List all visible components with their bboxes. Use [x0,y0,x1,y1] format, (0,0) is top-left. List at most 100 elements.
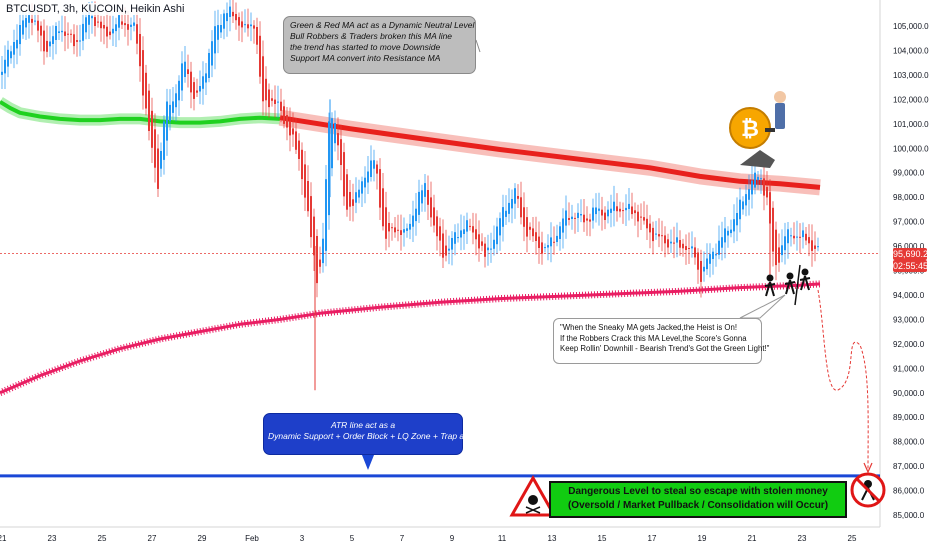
y-tick-label: 93,000.0 [893,315,925,324]
candle-body [244,24,246,26]
candle-body [388,223,390,232]
candle-body [316,236,318,284]
candle-body [460,230,462,238]
candle-body [736,213,738,226]
candle-body [406,228,408,231]
candles-group [1,0,819,298]
y-tick-label: 92,000.0 [893,340,925,349]
candle-body [571,216,573,219]
note-line: Bull Robbers & Traders broken this MA li… [290,31,453,41]
candle-body [310,196,312,238]
candle-body [400,230,402,235]
candle-body [265,78,267,101]
candle-body [382,188,384,227]
candle-body [130,24,132,27]
candle-body [112,28,114,34]
candle-body [73,34,75,47]
candle-body [526,217,528,237]
note-line: Dynamic Support + Order Block + LQ Zone … [268,431,477,441]
candle-body [457,237,459,239]
candle-body [25,18,27,28]
atr-annotation-note[interactable]: ATR line act as a Dynamic Support + Orde… [263,413,477,455]
candle-body [361,181,363,194]
candle-body [367,171,369,183]
candle-body [325,179,327,251]
danger-level-note[interactable]: Dangerous Level to steal so escape with … [549,481,847,518]
candle-body [586,218,588,221]
candle-body [385,207,387,239]
candle-body [622,210,624,212]
candle-body [43,30,45,52]
candle-body [715,254,717,256]
projection-path [817,289,869,471]
candle-body [253,25,255,29]
candle-body [55,26,57,40]
green-ma-line [0,100,281,125]
candle-body [49,41,51,47]
candle-body [616,206,618,212]
candle-body [679,240,681,248]
candle-body [550,237,552,247]
candle-body [190,71,192,93]
candle-body [439,226,441,241]
candle-body [181,63,183,91]
x-tick-label: 5 [350,534,355,543]
candle-body [610,208,612,213]
candle-body [745,194,747,206]
y-tick-label: 102,000.0 [893,95,929,104]
y-tick-label: 86,000.0 [893,487,925,496]
ticker-label: BTCUSDT, 3h, KUCOIN, Heikin Ashi [4,3,187,15]
candle-body [277,101,279,103]
candle-body [28,15,30,23]
candle-body [61,30,63,33]
x-tick-label: 7 [400,534,405,543]
candle-body [601,209,603,216]
x-tick-label: 19 [698,534,707,543]
heist-quote-note[interactable]: "When the Sneaky MA gets Jacked,the Heis… [553,318,769,364]
bitcoin-symbol: ₿ [741,117,759,142]
candle-body [481,241,483,246]
candle-body [667,239,669,248]
candle-body [40,25,42,36]
candle-body [727,230,729,236]
candle-body [574,217,576,219]
candle-body [157,148,159,189]
candle-body [337,133,339,146]
candle-body [76,40,78,42]
candle-body [262,56,264,102]
candle-body [166,101,168,141]
candle-body [487,247,489,251]
ma-annotation-note[interactable]: Green & Red MA act as a Dynamic Neutral … [283,16,476,74]
candle-body [97,21,99,23]
x-tick-label: 9 [450,534,455,543]
candle-body [31,18,33,23]
candle-body [553,241,555,243]
x-tick-label: 27 [148,534,157,543]
note-pointer [362,455,374,470]
candle-body [631,206,633,215]
candle-body [757,176,759,181]
x-tick-label: 11 [498,534,507,543]
candle-body [592,207,594,221]
candle-body [742,201,744,210]
candle-body [607,209,609,217]
robber-shoe [765,128,775,132]
candle-body [514,188,516,204]
candle-body [691,246,693,249]
candle-body [148,90,150,131]
candle-body [334,123,336,144]
candle-body [643,217,645,221]
candle-body [475,229,477,240]
y-tick-label: 96,000.0 [893,242,925,251]
candle-body [220,25,222,33]
candle-body [781,245,783,256]
candle-body [283,106,285,124]
candle-body [133,22,135,26]
candle-body [178,80,180,101]
candle-body [580,214,582,216]
candle-body [16,39,18,49]
y-tick-label: 105,000.0 [893,22,929,31]
candle-body [172,101,174,113]
candle-body [625,207,627,211]
candle-body [274,99,276,104]
